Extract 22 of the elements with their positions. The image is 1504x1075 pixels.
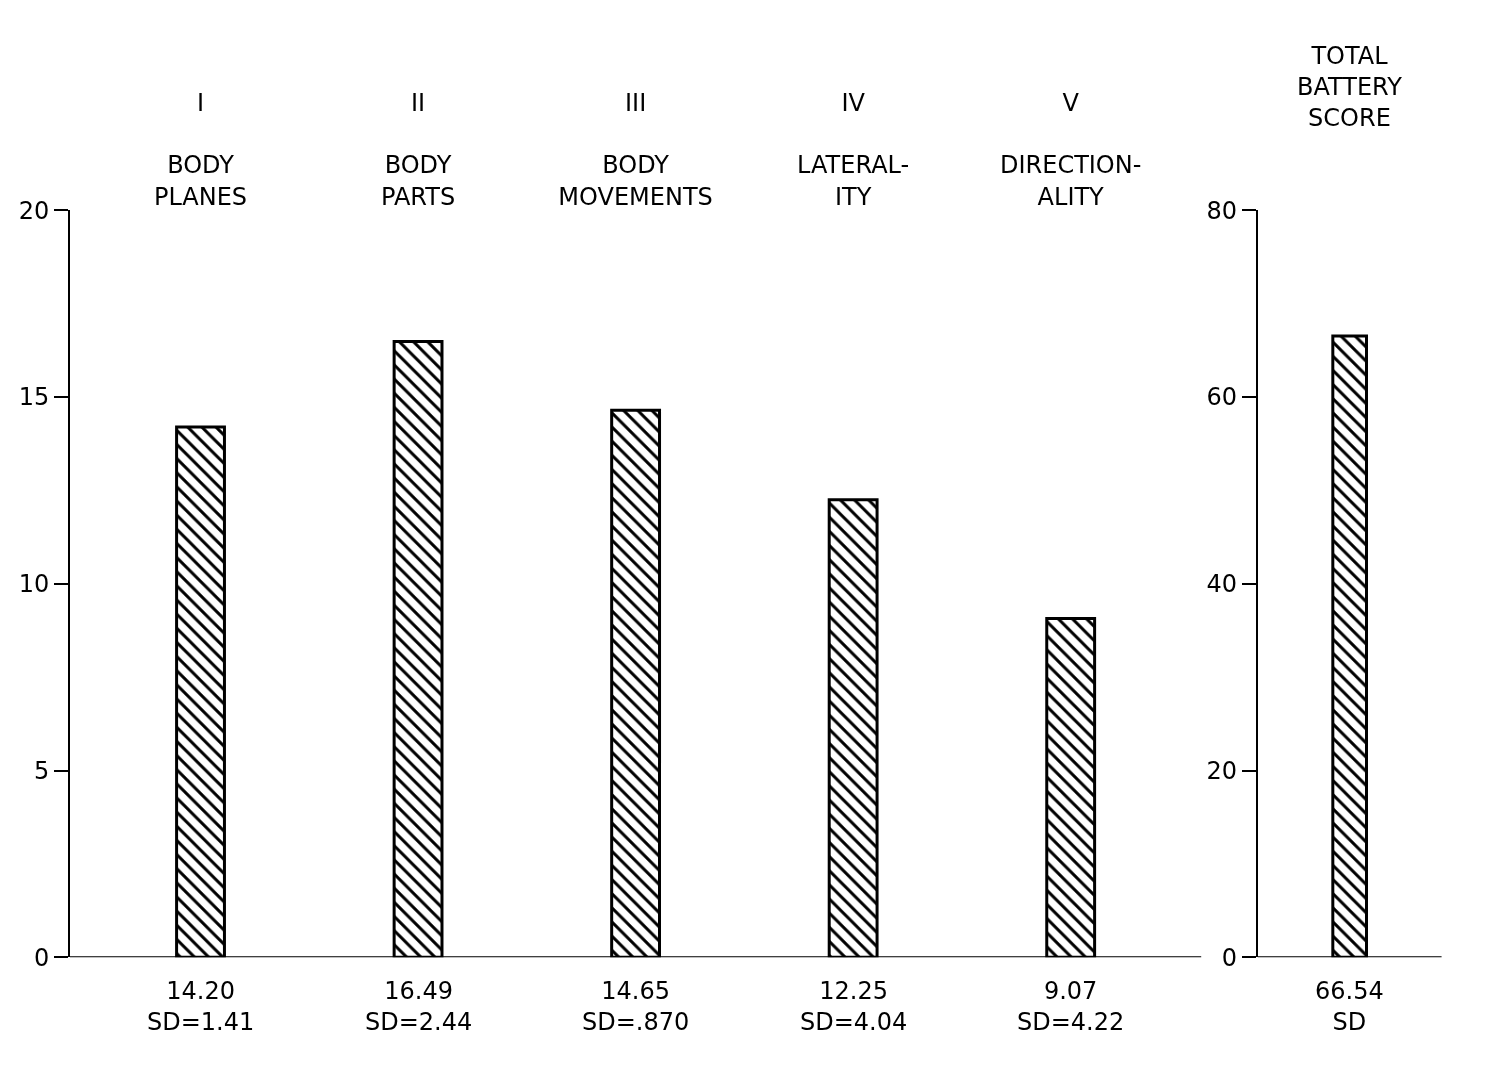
y-tick-label: 5	[33, 756, 50, 785]
y-tick-label: 20	[1206, 756, 1237, 785]
data-label: 9.07 SD=4.22	[1017, 977, 1125, 1037]
y-tick-label: 40	[1206, 570, 1237, 599]
category-label: I BODY PLANES	[153, 88, 248, 211]
data-label: 12.25 SD=4.04	[800, 977, 908, 1037]
category-label: V DIRECTION- ALITY	[999, 88, 1142, 211]
y-tick-label: 80	[1206, 196, 1237, 225]
category-label: III BODY MOVEMENTS	[558, 88, 713, 211]
y-tick-label: 15	[18, 383, 50, 412]
data-label: 14.20 SD=1.41	[147, 977, 255, 1037]
y-tick-label: 10	[18, 570, 50, 599]
chart-title: TOTAL BATTERY SCORE	[1297, 42, 1403, 133]
category-label: II BODY PARTS	[380, 88, 456, 211]
data-label: 66.54 SD	[1315, 977, 1384, 1037]
category-label: IV LATERAL- ITY	[797, 88, 910, 211]
y-tick-label: 0	[1221, 943, 1237, 972]
y-tick-label: 20	[18, 196, 50, 225]
y-tick-label: 60	[1206, 383, 1237, 412]
data-label: 14.65 SD=.870	[582, 977, 690, 1037]
y-tick-label: 0	[33, 943, 50, 972]
data-label: 16.49 SD=2.44	[365, 977, 473, 1037]
